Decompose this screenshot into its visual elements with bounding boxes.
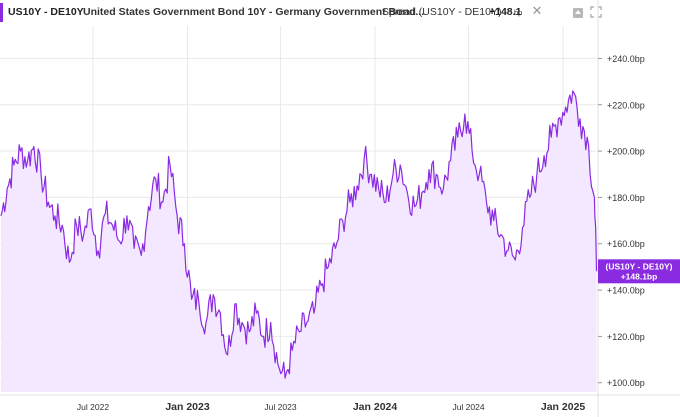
y-tick-label: +220.0bp — [607, 100, 645, 110]
series-line — [0, 90, 598, 379]
series-area-fill — [1, 90, 597, 393]
y-tick-label: +160.0bp — [607, 239, 645, 249]
expand-icon[interactable] — [590, 6, 602, 18]
y-tick-label: +100.0bp — [607, 378, 645, 388]
current-price-label: (US10Y - DE10Y) +148.1bp — [598, 259, 680, 284]
price-label-bg — [598, 259, 680, 284]
spread-label: Spread (US10Y - DE10Y) — [382, 6, 502, 18]
chart-header: US10Y - DE10Y United States Government B… — [0, 0, 680, 26]
accent-bar — [0, 3, 3, 22]
price-label-line1: (US10Y - DE10Y) — [606, 261, 673, 271]
y-tick-label: +180.0bp — [607, 193, 645, 203]
y-tick-label: +240.0bp — [607, 54, 645, 64]
y-tick-label: +140.0bp — [607, 286, 645, 296]
x-tick-label: Jan 2023 — [165, 401, 210, 413]
x-tick-label: Jan 2025 — [541, 401, 586, 413]
x-tick-label: Jul 2024 — [452, 402, 484, 412]
price-label-line2: +148.1bp — [621, 271, 658, 281]
y-axis: +100.0bp +120.0bp +140.0bp +160.0bp +180.0bp… — [598, 54, 645, 388]
x-tick-label: Jul 2023 — [264, 402, 296, 412]
symbol-description: United States Government Bond 10Y - Germ… — [83, 6, 425, 18]
x-tick-label: Jul 2022 — [77, 402, 109, 412]
spread-value: +148.1 — [489, 6, 522, 18]
y-tick-label: +120.0bp — [607, 332, 645, 342]
upload-icon[interactable] — [573, 8, 583, 18]
spread-unit: bp — [514, 8, 523, 17]
x-tick-label: Jan 2024 — [353, 401, 398, 413]
symbol-label[interactable]: US10Y - DE10Y — [8, 6, 84, 18]
close-icon[interactable]: ✕ — [531, 3, 543, 18]
x-axis: Jul 2022 Jan 2023 Jul 2023 Jan 2024 Jul 2024… — [77, 401, 585, 413]
y-tick-label: +200.0bp — [607, 147, 645, 157]
